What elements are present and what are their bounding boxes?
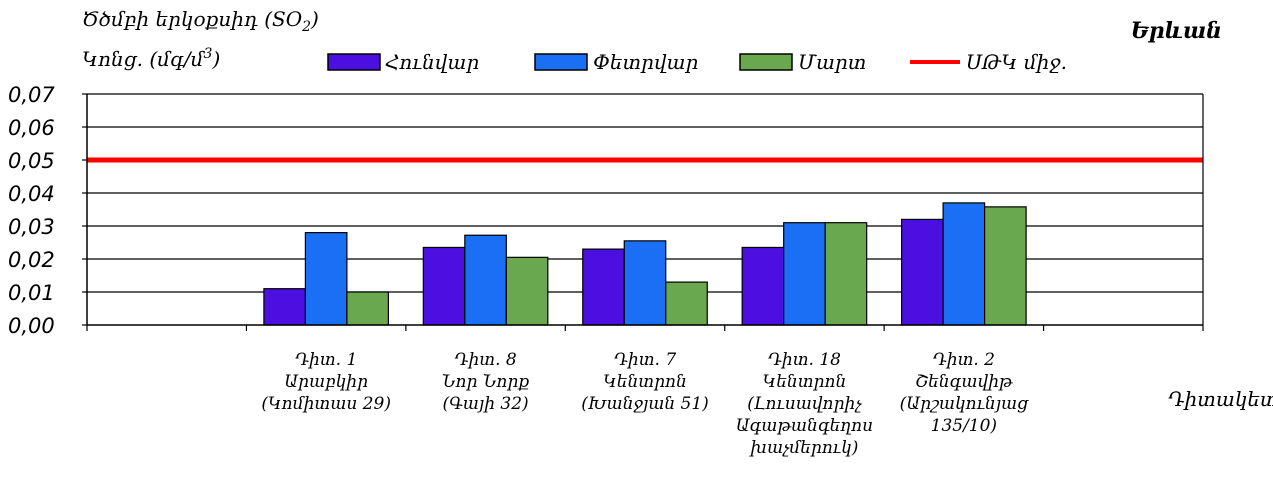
y-tick-label: 0,00: [8, 314, 55, 338]
city-label: Երևան: [1131, 18, 1222, 44]
category-label-line: Ագաթանգեղոս: [736, 416, 873, 436]
y-tick-labels: 0,00 0,01 0,02 0,03 0,04 0,05 0,06 0,07: [8, 83, 55, 338]
legend-label-february: Փետրվար: [593, 50, 698, 74]
category-label-line: (Գայի 32): [442, 394, 528, 414]
bar-2-2: [464, 234, 507, 326]
bars: [263, 202, 1027, 326]
category-label-line: Դիտ. 1: [295, 350, 357, 370]
legend-swatch-february: [534, 53, 588, 71]
bar-3-5: [984, 206, 1027, 326]
legend-swatch-january: [327, 53, 381, 71]
legend-label-mpc: ՍԹԿ միջ.: [966, 50, 1067, 74]
bar-2-3: [623, 240, 667, 326]
bar-1-5: [901, 218, 944, 326]
bar-2-5: [942, 202, 986, 326]
category-label-line: Շենգավիթ: [915, 372, 1014, 392]
bar-3-4: [824, 222, 868, 326]
category-label: Դիտ. 8 Նոր Նորք (Գայի 32): [442, 350, 529, 414]
chart-title: Ծծմբի երկօքսիդ (SO2): [82, 7, 319, 35]
category-label-line: (Լուսավորիչ: [747, 394, 862, 414]
bar-3-2: [505, 256, 549, 326]
category-label-line: խաչմերուկ): [748, 438, 858, 458]
y-tick-label: 0,05: [8, 149, 55, 173]
legend-swatch-march: [739, 53, 793, 71]
y-tick-label: 0,04: [8, 182, 55, 206]
y-axis-label: Կոնց. (մգ/մ3): [82, 46, 220, 71]
category-label-line: Նոր Նորք: [442, 372, 529, 392]
y-tick-label: 0,02: [8, 248, 55, 272]
category-label: Դիտ. 2 Շենգավիթ (Արշակունյաց 135/10): [900, 350, 1029, 436]
bar-2-1: [304, 232, 348, 326]
bar-3-3: [665, 281, 708, 326]
category-label: Դիտ. 7 Կենտրոն (Խանջյան 51): [581, 350, 709, 414]
y-tick-label: 0,03: [8, 215, 55, 239]
legend-label-january: Հունվար: [385, 50, 479, 74]
category-label: Դիտ. 18 Կենտրոն (Լուսավորիչ Ագաթանգեղոս խաչմ…: [736, 350, 873, 458]
category-label-line: Կենտրոն: [763, 372, 847, 392]
bar-1-1: [263, 288, 306, 326]
bar-1-3: [582, 248, 625, 326]
bar-1-2: [422, 246, 466, 326]
bar-2-4: [783, 222, 826, 326]
category-label-line: (Կոմիտաս 29): [261, 394, 391, 414]
category-label-line: Կենտրոն: [603, 372, 687, 392]
legend-label-march: Մարտ: [798, 50, 866, 74]
axes: [82, 93, 1204, 331]
category-label: Դիտ. 1 Արաբկիր (Կոմիտաս 29): [261, 350, 391, 414]
bar-1-4: [741, 246, 785, 326]
y-tick-label: 0,06: [8, 116, 55, 140]
bar-3-1: [346, 291, 389, 326]
category-label-line: Դիտ. 7: [614, 350, 676, 370]
chart-legend: Հունվար Փետրվար Մարտ ՍԹԿ միջ.: [327, 50, 1067, 74]
category-label-line: (Խանջյան 51): [581, 394, 709, 414]
category-labels: Դիտ. 1 Արաբկիր (Կոմիտաս 29)Դիտ. 8 Նոր Նորք(…: [261, 350, 1029, 458]
y-tick-label: 0,01: [8, 281, 55, 305]
category-label-line: Արաբկիր: [284, 372, 368, 392]
category-label-line: 135/10): [931, 416, 997, 436]
category-label-line: Դիտ. 8: [454, 350, 516, 370]
category-label-line: (Արշակունյաց: [900, 394, 1029, 414]
category-label-line: Դիտ. 18: [768, 350, 841, 370]
x-axis-label: Դիտակետ: [1168, 387, 1273, 411]
y-tick-label: 0,07: [8, 83, 55, 107]
category-label-line: Դիտ. 2: [933, 350, 995, 370]
